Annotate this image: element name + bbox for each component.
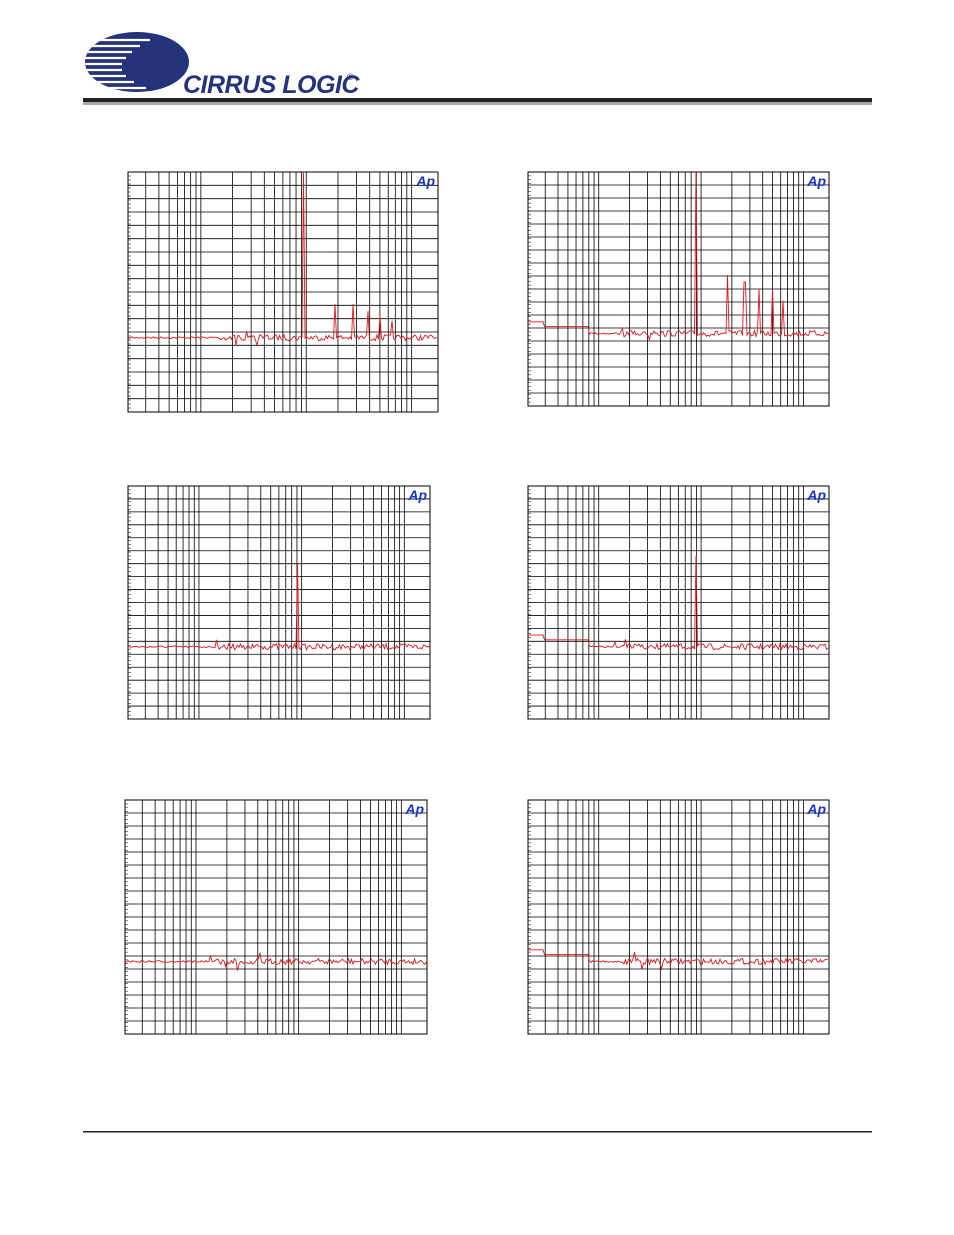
ap-badge: Ap	[404, 801, 424, 817]
ap-badge: Ap	[806, 487, 826, 503]
fft-trace	[127, 171, 438, 346]
logo-text: CIRRUS LOGIC	[183, 71, 360, 99]
logo-mark	[85, 32, 189, 92]
registered-mark: ®	[347, 72, 354, 82]
fft-plot: Ap	[127, 171, 439, 413]
fft-plot: Ap	[124, 799, 428, 1035]
fft-trace	[528, 949, 829, 971]
fft-plot: Ap	[527, 171, 830, 407]
ap-badge: Ap	[806, 173, 826, 189]
ap-badge: Ap	[415, 173, 435, 189]
fft-trace	[124, 952, 427, 971]
fft-plot: Ap	[127, 485, 431, 720]
fft-trace	[528, 171, 829, 342]
fft-plot: Ap	[527, 485, 830, 720]
ap-badge: Ap	[806, 801, 826, 817]
header-rule	[83, 98, 872, 102]
logo: CIRRUS LOGIC ®	[85, 32, 361, 99]
ap-badge: Ap	[407, 487, 427, 503]
fft-trace	[528, 555, 829, 651]
fft-trace	[127, 562, 430, 651]
header-rule-shadow	[83, 101, 872, 105]
fft-plot: Ap	[527, 799, 830, 1035]
footer-rule	[83, 1131, 872, 1133]
